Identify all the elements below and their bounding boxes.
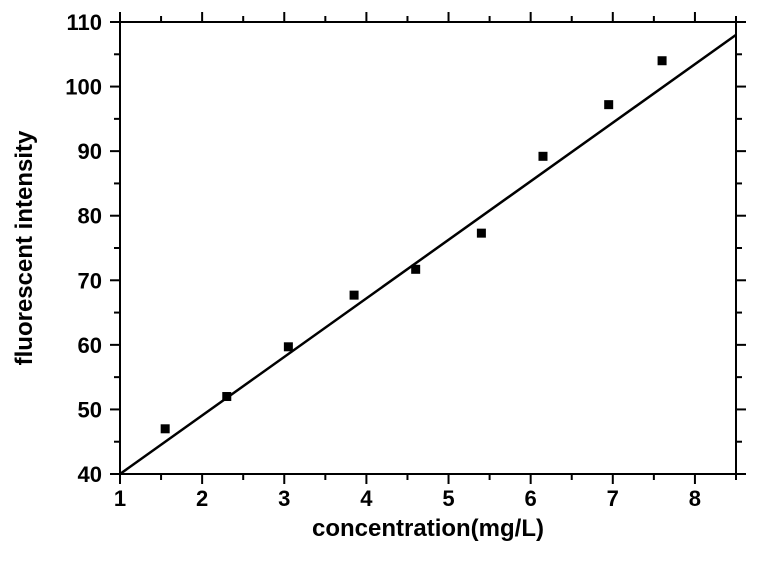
- data-point: [350, 291, 359, 300]
- data-point: [538, 152, 547, 161]
- y-tick-label: 110: [67, 10, 103, 35]
- y-tick-label: 50: [78, 397, 102, 422]
- y-tick-label: 70: [78, 268, 102, 293]
- x-tick-label: 2: [196, 486, 208, 511]
- x-tick-label: 6: [525, 486, 537, 511]
- data-points: [161, 56, 667, 433]
- y-tick-label: 60: [78, 333, 102, 358]
- y-tick-label: 80: [78, 204, 102, 229]
- x-ticks: 1 2 3 4 5 6 7 8: [114, 12, 736, 511]
- y-axis-label: fluorescent intensity: [11, 130, 38, 365]
- data-point: [411, 265, 420, 274]
- x-tick-label: 1: [114, 486, 126, 511]
- data-point: [658, 56, 667, 65]
- y-ticks: 40 50 60 70 80 90 100 110: [65, 10, 746, 487]
- data-point: [284, 342, 293, 351]
- data-point: [161, 424, 170, 433]
- x-axis-label: concentration(mg/L): [312, 515, 544, 542]
- data-point: [477, 229, 486, 238]
- scatter-chart: 1 2 3 4 5 6 7 8 40 50 60 70 80 90 100 110 concentration(…: [0, 0, 761, 562]
- x-tick-label: 5: [442, 486, 454, 511]
- x-tick-label: 8: [689, 486, 701, 511]
- x-tick-label: 3: [278, 486, 290, 511]
- x-tick-label: 7: [607, 486, 619, 511]
- data-point: [604, 100, 613, 109]
- y-tick-label: 40: [78, 462, 102, 487]
- plot-area: [120, 22, 736, 474]
- y-tick-label: 100: [65, 75, 102, 100]
- x-tick-label: 4: [360, 486, 373, 511]
- fit-line: [120, 35, 736, 474]
- data-point: [222, 392, 231, 401]
- y-tick-label: 90: [78, 139, 102, 164]
